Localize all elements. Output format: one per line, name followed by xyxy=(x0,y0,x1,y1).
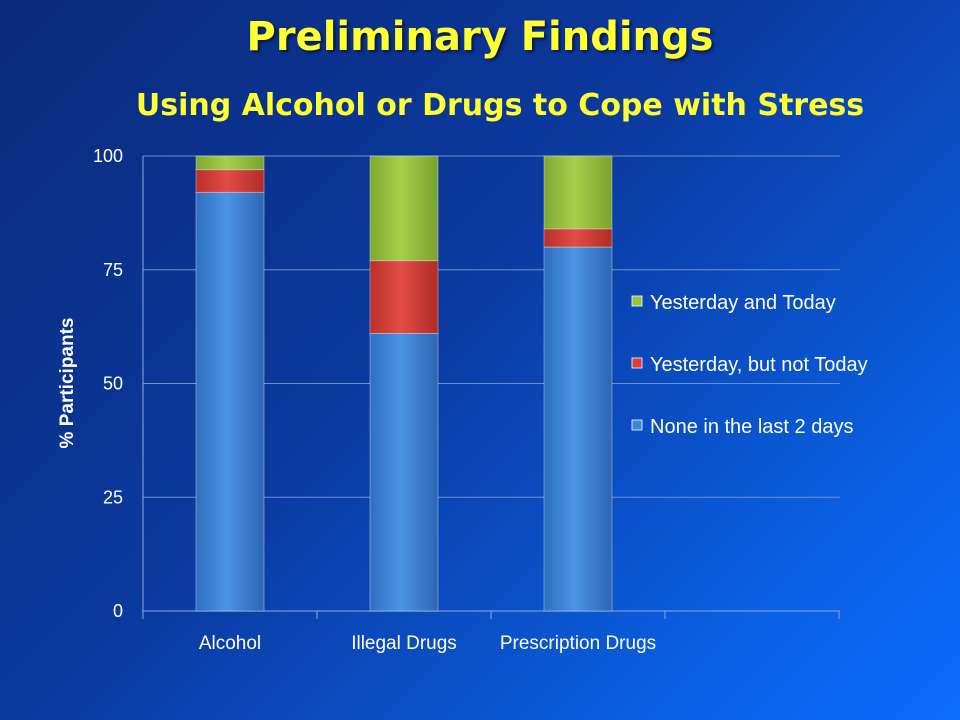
x-tick-label: Illegal Drugs xyxy=(351,633,457,654)
tick-labels: 0 25 50 75 100 Alcohol Illegal Drugs Prescripti… xyxy=(57,146,656,654)
bar-segment xyxy=(195,169,265,193)
bar-segment xyxy=(195,191,265,612)
legend-label: Yesterday, but not Today xyxy=(650,354,868,376)
legend-label: Yesterday and Today xyxy=(650,292,836,314)
bars xyxy=(195,155,613,612)
y-tick-label: 50 xyxy=(103,374,123,394)
bar-segment xyxy=(195,155,265,171)
y-tick-label: 100 xyxy=(93,146,123,166)
legend-swatch xyxy=(631,419,643,431)
y-tick-label: 0 xyxy=(113,601,123,621)
y-tick-label: 75 xyxy=(103,260,123,280)
bar-segment xyxy=(369,155,439,262)
bar-segment xyxy=(543,155,613,230)
bar-segment xyxy=(369,332,439,612)
bar-segment xyxy=(543,246,613,612)
legend-swatch xyxy=(631,295,643,307)
legend-label: None in the last 2 days xyxy=(650,416,853,438)
x-tick-label: Prescription Drugs xyxy=(500,633,656,654)
chart-title: Using Alcohol or Drugs to Cope with Stre… xyxy=(135,88,865,123)
y-tick-label: 25 xyxy=(103,487,123,507)
page-title: Preliminary Findings xyxy=(246,14,714,60)
x-tick-label: Alcohol xyxy=(199,633,261,654)
y-axis-label: % Participants xyxy=(57,318,78,449)
legend-swatch xyxy=(631,357,643,369)
bar-segment xyxy=(543,228,613,248)
legend: Yesterday and Today Yesterday, but not To… xyxy=(631,292,868,438)
bar-segment xyxy=(369,260,439,334)
